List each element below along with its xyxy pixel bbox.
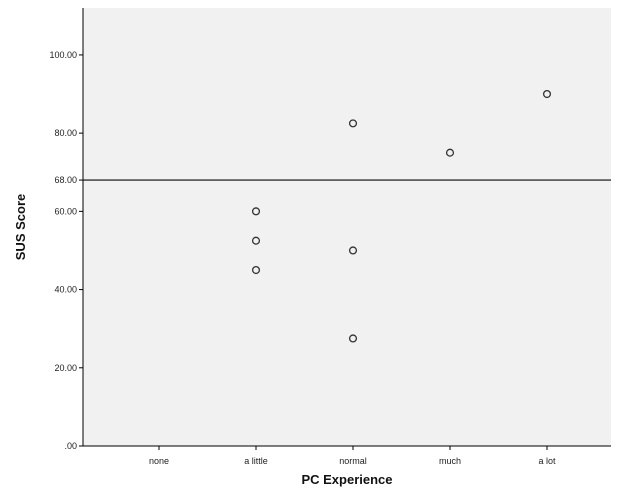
y-tick-label: 40.00: [54, 285, 77, 295]
data-point: [542, 89, 552, 99]
data-point: [348, 246, 358, 255]
y-tick-label: 68.00: [54, 175, 77, 185]
x-tick-label: normal: [339, 456, 367, 466]
x-axis-ticks: none a little normal much a lot: [149, 446, 556, 466]
data-points: [251, 89, 552, 343]
y-axis-ticks: .00 20.00 40.00 60.00 68.00 80.00 100.00: [49, 50, 83, 451]
data-point: [251, 236, 261, 245]
data-point: [445, 148, 455, 157]
plot-area: [83, 8, 611, 446]
y-tick-label: 20.00: [54, 363, 77, 373]
y-axis-title: SUS Score: [13, 194, 28, 260]
data-point: [348, 119, 358, 128]
x-tick-label: none: [149, 456, 169, 466]
y-tick-label: 100.00: [49, 50, 77, 60]
x-tick-label: much: [439, 456, 461, 466]
data-point: [251, 265, 261, 275]
y-tick-label: .00: [64, 441, 77, 451]
data-point: [251, 207, 261, 216]
x-tick-label: a lot: [538, 456, 556, 466]
x-axis-title: PC Experience: [301, 472, 392, 487]
data-point: [348, 334, 358, 343]
x-tick-label: a little: [244, 456, 268, 466]
y-tick-label: 80.00: [54, 128, 77, 138]
y-tick-label: 60.00: [54, 206, 77, 216]
